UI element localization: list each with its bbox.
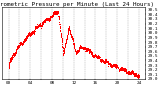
Title: Barometric Pressure per Minute (Last 24 Hours): Barometric Pressure per Minute (Last 24 …	[0, 2, 154, 7]
